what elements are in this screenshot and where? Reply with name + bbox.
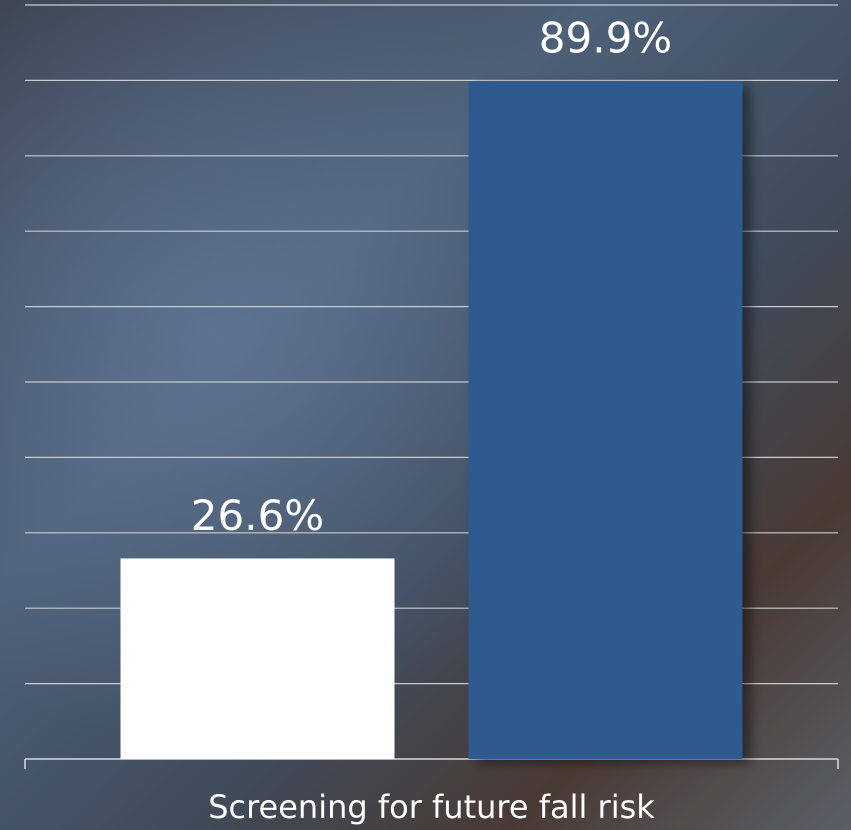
bar — [469, 81, 743, 759]
bar — [121, 558, 395, 759]
x-tick-label: Screening for future fall risk — [208, 788, 655, 826]
chart: 26.6% 89.9% Screening for future fall risk — [0, 0, 851, 830]
page: {"chart_data": {"type": "bar", "categori… — [0, 0, 851, 830]
value-label: 89.9% — [539, 14, 672, 63]
value-label: 26.6% — [191, 491, 324, 540]
